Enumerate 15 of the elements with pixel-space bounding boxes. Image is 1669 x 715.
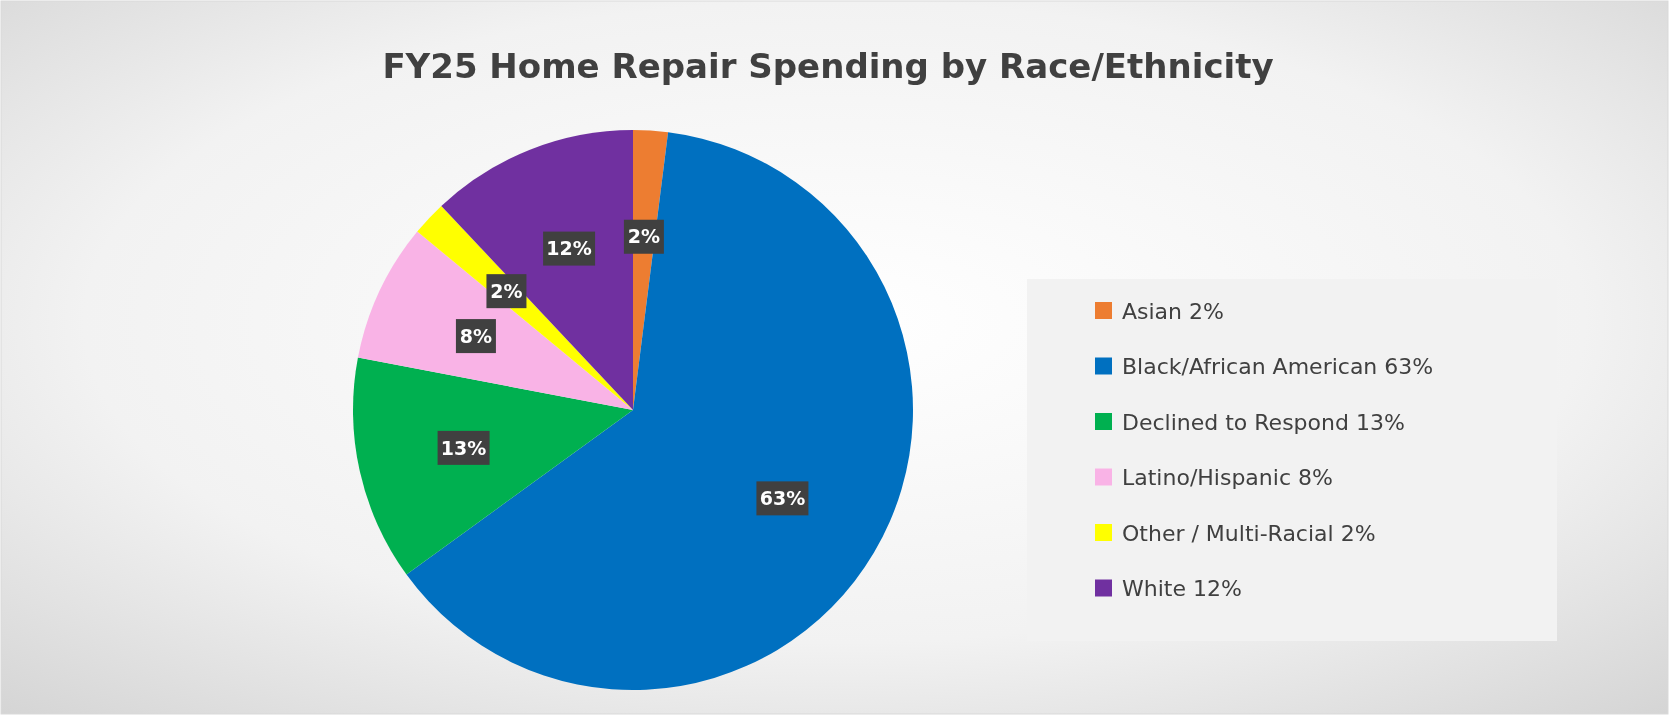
data-label: 8% <box>459 324 493 347</box>
chart-title: FY25 Home Repair Spending by Race/Ethnicity <box>382 46 1274 86</box>
legend-label: Asian 2% <box>1122 298 1224 324</box>
pie-slice <box>353 357 633 575</box>
legend-label: Other / Multi-Racial 2% <box>1122 520 1376 546</box>
legend-label: Black/African American 63% <box>1122 354 1434 380</box>
legend-label: White 12% <box>1122 576 1242 602</box>
data-label: 2% <box>490 279 523 302</box>
data-label: 2% <box>627 225 661 248</box>
legend-label: Latino/Hispanic 8% <box>1122 465 1333 491</box>
pie-slice <box>406 132 913 690</box>
data-label: 12% <box>546 237 592 260</box>
data-label: 13% <box>440 436 487 459</box>
legend-label: Declined to Respond 13% <box>1122 409 1405 435</box>
data-label: 63% <box>759 487 806 510</box>
